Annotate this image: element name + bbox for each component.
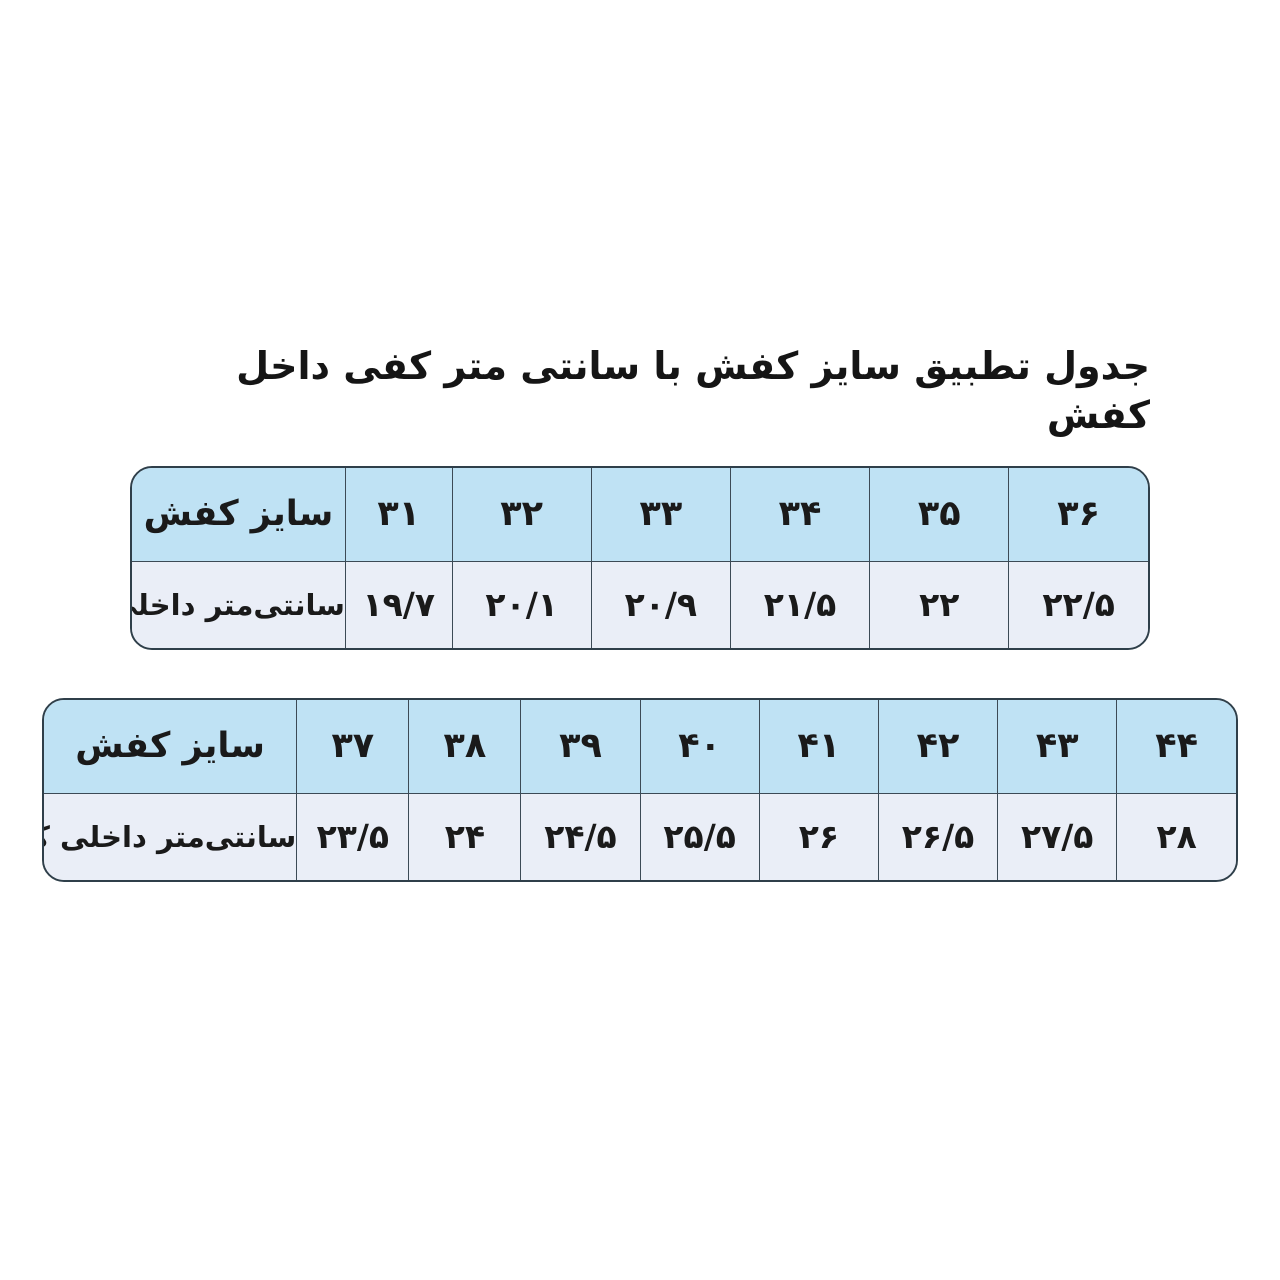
table-row: ۲۲/۵ ۲۲ ۲۱/۵ ۲۰/۹ ۲۰/۱ ۱۹/۷ سانتی‌متر دا… [132,560,1148,648]
table-row: ۴۴ ۴۳ ۴۲ ۴۱ ۴۰ ۳۹ ۳۸ ۳۷ سایز کفش [44,700,1236,794]
cell-inner-cm: ۲۶ [758,792,879,880]
cell-inner-cm: ۲۰/۹ [590,560,731,648]
table-row: ۲۸ ۲۷/۵ ۲۶/۵ ۲۶ ۲۵/۵ ۲۴/۵ ۲۴ ۲۳/۵ سانتی‌… [44,792,1236,880]
cell-inner-cm: ۲۴/۵ [520,792,641,880]
row-label-shoe-size: سایز کفش [132,468,346,562]
cell-inner-cm: ۲۲ [869,560,1010,648]
cell-inner-cm: ۲۵/۵ [639,792,760,880]
cell-inner-cm: ۱۹/۷ [344,560,453,648]
table-row: ۳۶ ۳۵ ۳۴ ۳۳ ۳۲ ۳۱ سایز کفش [132,468,1148,562]
cell-shoe-size: ۳۲ [451,468,592,562]
cell-inner-cm: ۲۲/۵ [1008,560,1148,648]
cell-shoe-size: ۳۴ [729,468,871,562]
cell-shoe-size: ۴۲ [877,700,999,794]
cell-shoe-size: ۳۹ [520,700,641,794]
cell-inner-cm: ۲۳/۵ [296,792,410,880]
cell-inner-cm: ۲۱/۵ [729,560,871,648]
cell-shoe-size: ۳۷ [296,700,410,794]
cell-inner-cm: ۲۶/۵ [877,792,999,880]
row-label-inner-cm: سانتی‌متر داخلی کفش [44,792,298,880]
cell-shoe-size: ۳۵ [869,468,1010,562]
cell-shoe-size: ۴۰ [639,700,760,794]
cell-shoe-size: ۳۶ [1008,468,1148,562]
cell-shoe-size: ۴۳ [997,700,1118,794]
cell-inner-cm: ۲۰/۱ [451,560,592,648]
size-table-large-grid: ۴۴ ۴۳ ۴۲ ۴۱ ۴۰ ۳۹ ۳۸ ۳۷ سایز کفش ۲۸ ۲۷/۵… [44,700,1236,880]
cell-shoe-size: ۳۸ [408,700,522,794]
size-table-small: ۳۶ ۳۵ ۳۴ ۳۳ ۳۲ ۳۱ سایز کفش ۲۲/۵ ۲۲ ۲۱/۵ … [130,466,1150,650]
cell-inner-cm: ۲۷/۵ [997,792,1118,880]
cell-shoe-size: ۳۱ [344,468,453,562]
size-table-small-grid: ۳۶ ۳۵ ۳۴ ۳۳ ۳۲ ۳۱ سایز کفش ۲۲/۵ ۲۲ ۲۱/۵ … [132,468,1148,648]
cell-inner-cm: ۲۸ [1116,792,1236,880]
row-label-inner-cm: سانتی‌متر داخلی کفش [132,560,346,648]
page-title: جدول تطبیق سایز کفش با سانتی متر کفی داخ… [236,344,1150,437]
row-label-shoe-size: سایز کفش [44,700,298,794]
cell-shoe-size: ۳۳ [590,468,731,562]
cell-inner-cm: ۲۴ [408,792,522,880]
size-table-large: ۴۴ ۴۳ ۴۲ ۴۱ ۴۰ ۳۹ ۳۸ ۳۷ سایز کفش ۲۸ ۲۷/۵… [42,698,1238,882]
cell-shoe-size: ۴۴ [1116,700,1236,794]
cell-shoe-size: ۴۱ [758,700,879,794]
